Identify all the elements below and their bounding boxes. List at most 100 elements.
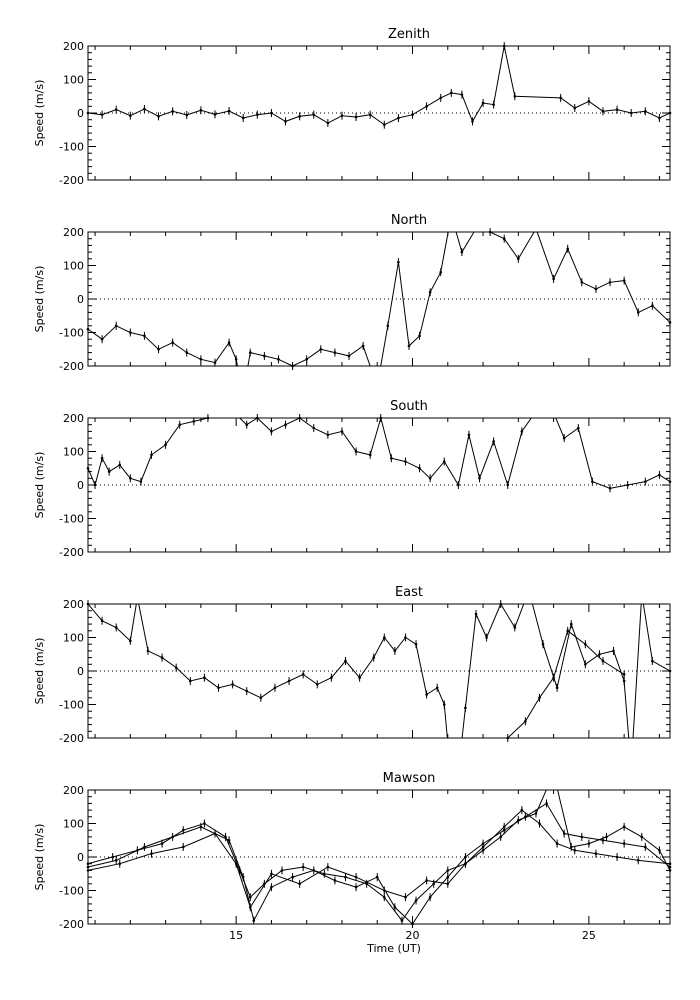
data-point xyxy=(446,869,450,872)
data-point xyxy=(270,885,273,889)
data-point xyxy=(552,676,555,679)
series-line-east-2 xyxy=(507,629,625,738)
data-point xyxy=(569,845,573,849)
data-point xyxy=(651,659,654,663)
data-point xyxy=(644,845,647,849)
data-point xyxy=(502,237,506,240)
y-tick-label: 0 xyxy=(77,479,84,492)
data-point xyxy=(263,354,266,358)
data-point xyxy=(598,652,601,656)
data-point xyxy=(594,852,598,855)
y-tick-label: -200 xyxy=(59,174,84,187)
data-point xyxy=(315,683,319,686)
series-line-south xyxy=(88,418,670,489)
data-point xyxy=(273,686,277,690)
data-point xyxy=(446,875,450,879)
data-point xyxy=(86,869,90,872)
data-point xyxy=(474,612,478,616)
data-point xyxy=(382,636,386,639)
data-point xyxy=(178,423,182,427)
x-tick-label: 20 xyxy=(406,929,420,942)
data-point xyxy=(442,460,446,463)
data-point xyxy=(361,344,365,348)
data-point xyxy=(622,842,626,845)
plot-frame xyxy=(87,789,671,925)
data-point xyxy=(241,875,245,879)
series-line-north xyxy=(88,232,670,366)
data-point xyxy=(555,686,559,690)
data-point xyxy=(541,642,545,646)
data-point xyxy=(129,114,132,117)
y-axis-label: Speed (m/s) xyxy=(33,638,46,705)
data-point xyxy=(199,825,203,829)
data-point xyxy=(143,107,146,111)
data-point xyxy=(559,96,562,100)
data-point xyxy=(640,835,644,839)
data-point xyxy=(622,825,626,829)
data-point xyxy=(333,879,337,882)
data-point xyxy=(562,832,566,835)
data-point xyxy=(234,862,238,865)
data-point xyxy=(129,477,132,480)
data-point xyxy=(407,344,411,348)
data-point xyxy=(502,44,506,48)
data-point xyxy=(340,430,344,433)
y-tick-label: -100 xyxy=(59,513,84,526)
data-point xyxy=(382,889,386,892)
data-point xyxy=(601,659,605,663)
data-point xyxy=(517,257,520,261)
data-point xyxy=(326,121,330,125)
data-point xyxy=(414,642,418,646)
data-point xyxy=(520,430,524,433)
series-line-east xyxy=(88,604,670,738)
data-point xyxy=(185,351,189,354)
data-point xyxy=(107,470,111,473)
data-point xyxy=(379,416,383,420)
data-point xyxy=(393,649,397,653)
data-point xyxy=(354,875,358,879)
plot-frame xyxy=(87,45,671,181)
data-point xyxy=(439,96,443,100)
data-point xyxy=(270,111,273,115)
y-tick-label: 100 xyxy=(63,446,84,459)
data-point xyxy=(118,862,122,865)
data-point xyxy=(397,260,400,264)
data-point xyxy=(520,808,524,812)
data-point xyxy=(224,835,227,839)
data-point xyxy=(513,626,517,629)
data-point xyxy=(86,466,90,470)
data-point xyxy=(418,334,421,338)
data-point xyxy=(506,736,510,740)
data-point xyxy=(199,358,203,361)
y-axis-label: Speed (m/s) xyxy=(33,452,46,519)
y-tick-label: 100 xyxy=(63,74,84,87)
data-point xyxy=(129,331,132,334)
panel-zenith: 200 100 0 -100 -200 Zenith Speed (m/s) xyxy=(33,27,672,187)
y-tick-label: 200 xyxy=(63,226,84,239)
data-point xyxy=(157,115,160,118)
x-tick-label: 15 xyxy=(229,929,243,942)
y-axis-label: Speed (m/s) xyxy=(33,824,46,891)
data-point xyxy=(400,919,404,922)
y-tick-label: 100 xyxy=(63,818,84,831)
data-point xyxy=(298,115,301,118)
data-point xyxy=(319,347,323,351)
data-point xyxy=(358,676,361,679)
data-point xyxy=(499,602,502,606)
data-point xyxy=(245,689,249,693)
data-point xyxy=(100,619,104,623)
data-point xyxy=(411,922,414,926)
data-point xyxy=(481,845,485,849)
data-point xyxy=(118,463,122,467)
data-point xyxy=(488,230,492,234)
data-point xyxy=(241,116,245,120)
data-point xyxy=(386,324,390,328)
data-point xyxy=(481,101,485,105)
y-tick-label: 200 xyxy=(63,40,84,53)
data-point xyxy=(566,247,570,251)
data-point xyxy=(534,812,538,815)
y-axis-label: Speed (m/s) xyxy=(33,266,46,333)
data-point xyxy=(227,109,231,113)
data-point xyxy=(478,477,481,480)
